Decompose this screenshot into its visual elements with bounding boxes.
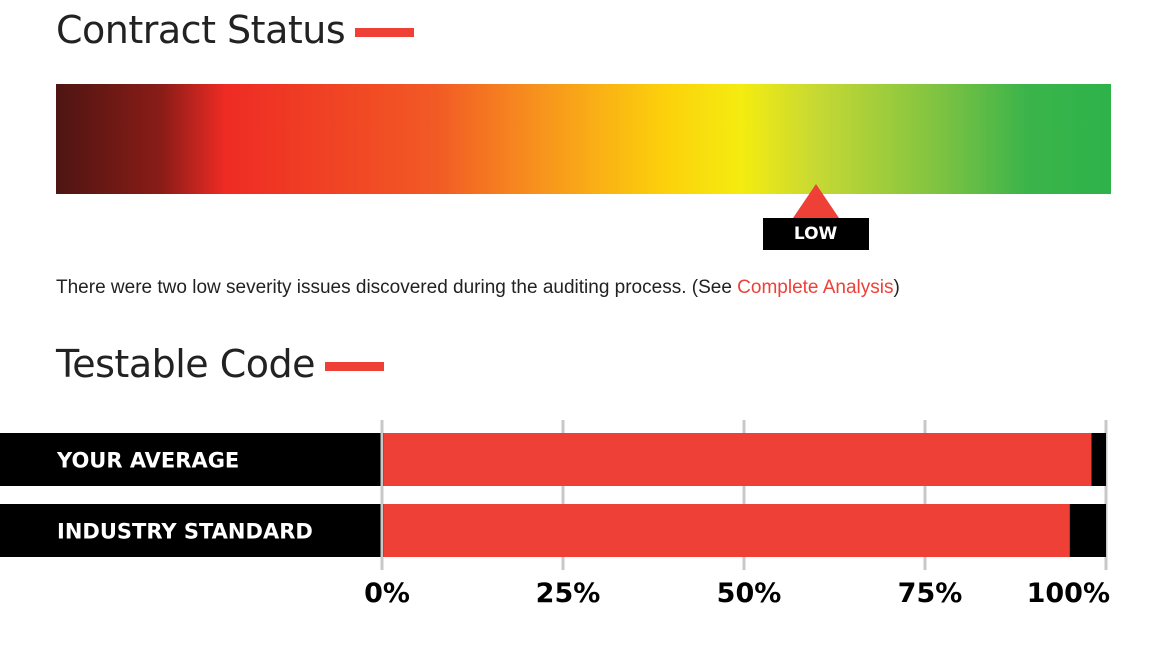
complete-analysis-link[interactable]: Complete Analysis [737, 277, 894, 298]
tick-label: 75% [898, 578, 963, 609]
tick-label: 100% [1027, 578, 1110, 609]
gauge-marker-arrow-icon [792, 184, 839, 218]
tick-label: 25% [536, 578, 601, 609]
section-title-testable-code: Testable Code [56, 342, 385, 386]
contract-status-title: Contract Status [56, 8, 346, 52]
testable-code-title: Testable Code [56, 342, 316, 386]
title-accent-bar [355, 28, 415, 37]
contract-summary: There were two low severity issues disco… [56, 277, 900, 299]
testable-code-chart: YOUR AVERAGE INDUSTRY STANDARD 0% 25% 50% 75%… [0, 420, 1110, 609]
section-title-contract-status: Contract Status [56, 8, 415, 52]
category-label: YOUR AVERAGE [56, 449, 239, 473]
summary-text: There were two low severity issues disco… [56, 277, 738, 298]
bar [384, 504, 1070, 557]
bar [384, 433, 1092, 486]
severity-gauge [56, 84, 1111, 194]
tick-label: 50% [717, 578, 782, 609]
gauge-level-label: LOW [762, 218, 869, 250]
category-label: INDUSTRY STANDARD [57, 520, 313, 544]
summary-suffix: ) [893, 277, 900, 298]
tick-label: 0% [364, 578, 410, 609]
title-accent-bar [325, 362, 385, 371]
